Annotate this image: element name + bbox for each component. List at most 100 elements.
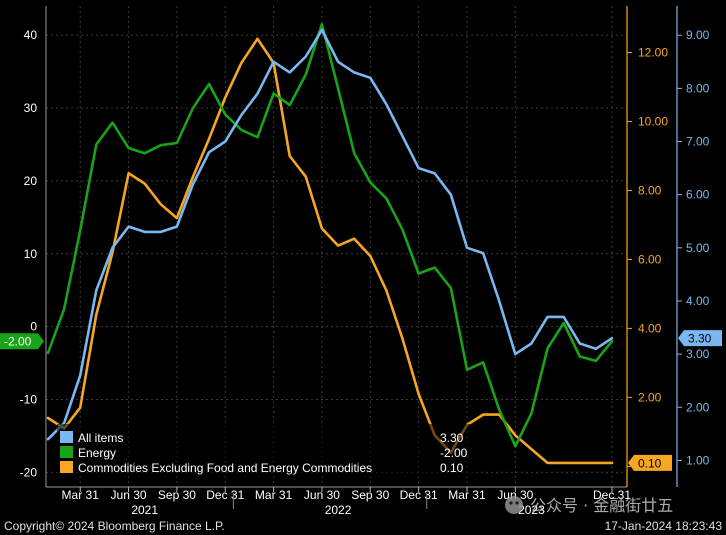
y-right-tick-label: 7.00: [686, 135, 710, 149]
data-point: [256, 92, 259, 95]
badge-label: 3.30: [688, 332, 712, 346]
badge-label: -2.00: [4, 335, 32, 349]
data-point: [546, 347, 549, 350]
data-point: [401, 135, 404, 138]
data-point: [417, 272, 420, 275]
last-value-badges: -2.00 0.10 3.30: [0, 330, 722, 471]
data-point: [256, 37, 259, 40]
data-point: [546, 462, 549, 464]
data-point: [401, 228, 404, 231]
data-point: [595, 462, 597, 464]
data-point: [562, 316, 565, 318]
y-right-tick-label: 9.00: [686, 28, 710, 42]
data-point: [95, 313, 98, 316]
data-point: [63, 308, 65, 311]
data-point: [417, 167, 420, 170]
data-point: [595, 360, 597, 362]
data-point: [159, 203, 162, 206]
x-tick-label: Sep 30: [158, 488, 196, 502]
legend-swatch: [60, 431, 73, 443]
footer: Copyright© 2024 Bloomberg Finance L.P. 公…: [4, 496, 722, 533]
series-energy: [46, 22, 614, 448]
series-line: [46, 28, 614, 441]
data-point: [288, 104, 291, 106]
legend-last-value: 3.30: [440, 431, 464, 445]
y-mid-tick-label: 8.00: [638, 183, 662, 197]
y-right-tick-label: 3.00: [686, 347, 710, 361]
watermark: 公众号 · 金融街廿五: [505, 496, 673, 515]
series-layer: [46, 22, 614, 465]
y-right-tick-label: 5.00: [686, 241, 710, 255]
y-left-tick-label: -20: [20, 465, 38, 479]
data-point: [127, 147, 130, 150]
y-mid-tick-label: 4.00: [638, 321, 662, 335]
data-point: [578, 342, 581, 345]
data-point: [321, 23, 323, 26]
data-point: [369, 255, 372, 257]
data-point: [482, 252, 484, 255]
data-point: [111, 246, 114, 249]
data-point: [159, 144, 162, 147]
data-point: [272, 60, 275, 63]
y-left-tick-label: -10: [20, 393, 38, 407]
data-point: [466, 368, 468, 371]
data-point: [288, 71, 291, 74]
legend-box: [57, 424, 473, 477]
data-point: [304, 55, 307, 58]
data-point: [482, 361, 484, 364]
data-point: [562, 462, 565, 464]
legend-last-value: -2.00: [440, 446, 468, 460]
data-point: [466, 246, 468, 249]
x-tick-label: Jun 30: [304, 488, 340, 502]
data-point: [304, 73, 307, 76]
copyright-text: Copyright© 2024 Bloomberg Finance L.P.: [4, 519, 225, 533]
data-point: [143, 152, 146, 155]
badge-label: 0.10: [638, 456, 662, 470]
data-point: [353, 71, 356, 74]
data-point: [79, 406, 82, 409]
data-point: [192, 183, 194, 185]
data-point: [369, 76, 372, 79]
legend-last-value: 0.10: [440, 461, 464, 475]
legend-label: Commodities Excluding Food and Energy Co…: [78, 461, 372, 475]
data-point: [111, 121, 114, 124]
data-point: [304, 175, 307, 178]
x-tick-label: Mar 31: [62, 488, 100, 502]
y-right-tick-label: 4.00: [686, 294, 710, 308]
data-point: [611, 337, 613, 340]
legend-swatch: [60, 461, 73, 473]
data-point: [353, 237, 356, 240]
y-left-tick-label: 0: [30, 320, 37, 334]
data-point: [127, 225, 130, 228]
data-point: [530, 412, 533, 415]
y-mid-tick-label: 6.00: [638, 252, 662, 266]
x-tick-label: Dec 31: [206, 488, 244, 502]
data-point: [353, 152, 356, 155]
x-tick-label: Mar 31: [448, 488, 486, 502]
data-point: [417, 393, 420, 395]
data-point: [498, 408, 501, 411]
data-point: [482, 413, 484, 416]
x-year-label: 2022: [325, 503, 352, 517]
data-point: [224, 96, 227, 99]
x-tick-label: Dec 31: [400, 488, 438, 502]
data-point: [514, 445, 517, 448]
data-point: [143, 231, 146, 233]
x-year-label: 2023: [518, 503, 545, 517]
data-point: [47, 352, 49, 354]
wechat-icon-eye-right: [515, 501, 519, 505]
legend: All items 3.30 Energy -2.00 Commodities Excl…: [57, 424, 473, 477]
data-point: [95, 143, 98, 146]
y-right-tick-label: 2.00: [686, 400, 710, 414]
x-tick-label: Sep 30: [351, 488, 389, 502]
x-tick-label: Jun 30: [497, 488, 533, 502]
data-point: [240, 62, 243, 64]
data-point: [224, 113, 227, 116]
data-point: [578, 462, 581, 464]
badge-shape: [628, 454, 672, 471]
x-tick-label: Jun 30: [111, 488, 147, 502]
data-point: [546, 316, 549, 318]
data-point: [562, 322, 565, 324]
y-right-tick-label: 6.00: [686, 188, 710, 202]
